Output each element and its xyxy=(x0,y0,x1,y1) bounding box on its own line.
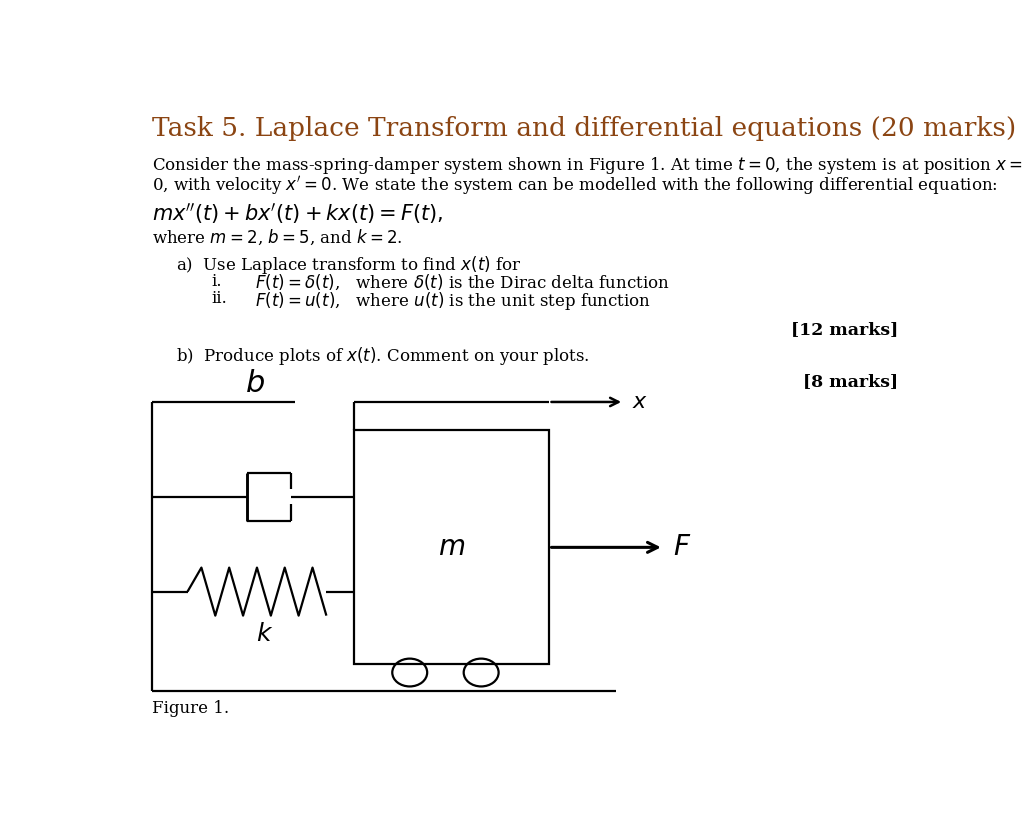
Text: $m$: $m$ xyxy=(438,534,465,561)
Text: $F(t) = u(t)$,   where $u(t)$ is the unit step function: $F(t) = u(t)$, where $u(t)$ is the unit … xyxy=(255,290,651,312)
Text: $x$: $x$ xyxy=(632,391,648,413)
Text: 0, with velocity $x' = 0$. We state the system can be modelled with the followin: 0, with velocity $x' = 0$. We state the … xyxy=(152,174,997,197)
Text: Task 5. Laplace Transform and differential equations (20 marks): Task 5. Laplace Transform and differenti… xyxy=(152,117,1016,141)
Text: $F(t) = \delta(t)$,   where $\delta(t)$ is the Dirac delta function: $F(t) = \delta(t)$, where $\delta(t)$ is… xyxy=(255,273,670,292)
Text: ii.: ii. xyxy=(211,290,227,307)
Text: [8 marks]: [8 marks] xyxy=(803,374,898,391)
Text: a)  Use Laplace transform to find $x(t)$ for: a) Use Laplace transform to find $x(t)$ … xyxy=(176,254,521,276)
Text: b)  Produce plots of $x(t)$. Comment on your plots.: b) Produce plots of $x(t)$. Comment on y… xyxy=(176,345,589,367)
Text: i.: i. xyxy=(211,273,222,290)
Text: $mx''(t) + bx'(t) + kx(t) = F(t),$: $mx''(t) + bx'(t) + kx(t) = F(t),$ xyxy=(152,201,443,226)
Text: $b$: $b$ xyxy=(245,368,265,399)
Text: $F$: $F$ xyxy=(673,534,691,561)
Text: $k$: $k$ xyxy=(256,623,273,646)
Text: [12 marks]: [12 marks] xyxy=(791,321,898,338)
Text: Figure 1.: Figure 1. xyxy=(152,700,229,718)
Text: Consider the mass-spring-damper system shown in Figure 1. At time $t = 0$, the s: Consider the mass-spring-damper system s… xyxy=(152,155,1023,177)
Text: where $m = 2$, $b = 5$, and $k = 2$.: where $m = 2$, $b = 5$, and $k = 2$. xyxy=(152,227,402,247)
